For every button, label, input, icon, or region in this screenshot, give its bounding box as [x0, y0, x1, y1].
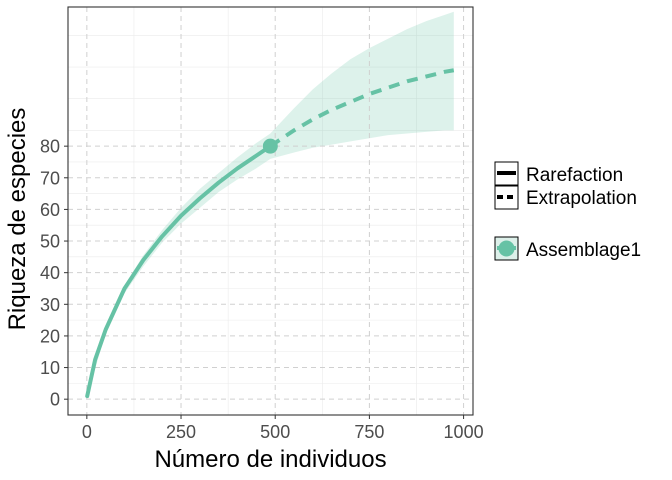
- x-tick-label: 250: [166, 422, 196, 442]
- y-tick-label: 40: [40, 263, 60, 283]
- legend-label-assemblage1: Assemblage1: [526, 240, 641, 261]
- confidence-band: [87, 11, 454, 397]
- y-tick-label: 10: [40, 358, 60, 378]
- y-tick-label: 0: [50, 390, 60, 410]
- legend-item-assemblage1: Assemblage1: [494, 236, 641, 261]
- minor-gridlines: [68, 7, 473, 415]
- y-tick-label: 80: [40, 137, 60, 157]
- legend-item-rarefaction: Rarefaction: [494, 161, 623, 186]
- y-tick-label: 50: [40, 232, 60, 252]
- y-tick-label: 20: [40, 326, 60, 346]
- legend-label-extrapolation: Extrapolation: [526, 188, 637, 209]
- series-lines-layer: [85, 68, 455, 399]
- y-tick-label: 30: [40, 295, 60, 315]
- x-axis-title: Número de individuos: [154, 446, 386, 473]
- x-tick-label: 0: [82, 422, 92, 442]
- legend-key-extrapolation: [494, 185, 519, 210]
- legend-label-rarefaction: Rarefaction: [526, 165, 623, 186]
- legend: Rarefaction Extrapolation Assemblage1: [494, 161, 641, 261]
- extrapolation-line: [269, 68, 455, 148]
- plot-panel-border: [67, 6, 474, 416]
- reference-sample-point: [262, 138, 278, 154]
- legend-item-extrapolation: Extrapolation: [494, 185, 637, 210]
- y-axis-title: Riqueza de especies: [4, 108, 31, 331]
- x-tick-label: 750: [354, 422, 384, 442]
- rarefaction-line: [85, 144, 273, 399]
- y-tick-label: 70: [40, 168, 60, 188]
- assemblage-point-icon: [498, 240, 515, 257]
- x-tick-label: 1000: [444, 422, 484, 442]
- y-axis: 0 10 20 30 40 50 60 70 80: [40, 137, 68, 410]
- x-axis: 0 250 500 750 1000: [82, 415, 484, 442]
- y-tick-label: 60: [40, 200, 60, 220]
- confidence-band-layer: [87, 11, 454, 397]
- x-tick-label: 500: [260, 422, 290, 442]
